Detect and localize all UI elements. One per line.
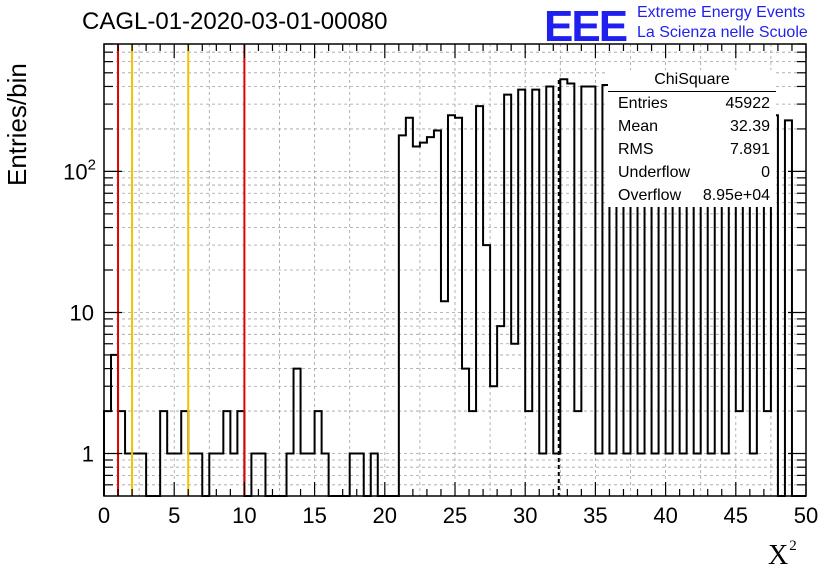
stats-key: Overflow [618,187,682,204]
chart-title: CAGL-01-2020-03-01-00080 [82,8,388,35]
x-tick-label: 50 [794,503,818,528]
threshold-lines [117,44,560,496]
axis-ticks: 0 5 10 15 20 25 30 35 40 45 50 1 10 102 [63,43,818,528]
stats-value: 32.39 [729,118,770,135]
y-tick-label: 102 [63,156,96,184]
y-axis-label: Entries/bin [2,63,32,186]
stats-key: RMS [618,141,654,158]
stats-value: 0 [761,164,770,181]
x-tick-label: 10 [232,503,256,528]
x-tick-label: 0 [98,503,110,528]
y-tick-label: 10 [70,300,94,325]
x-tick-label: 35 [583,503,607,528]
stats-key: Underflow [618,164,691,181]
stats-value: 45922 [725,95,771,112]
histogram-step [103,78,806,497]
stats-box: ChiSquare Entries 45922 Mean 32.39 RMS 7… [608,70,776,207]
histogram-bars [103,78,806,497]
logo-caption-line1: Extreme Energy Events [637,4,806,21]
x-axis-label: X2 [768,538,797,571]
x-tick-label: 40 [653,503,677,528]
stats-row-entries: Entries 45922 [608,92,776,115]
y-tick-label: 1 [82,442,94,467]
stats-value: 7.891 [729,141,770,158]
x-tick-label: 5 [168,503,180,528]
x-tick-label: 15 [302,503,326,528]
x-tick-label: 45 [724,503,748,528]
stats-value: 8.95e+04 [702,187,770,204]
x-tick-label: 30 [513,503,537,528]
x-tick-label: 25 [443,503,467,528]
x-tick-label: 20 [373,503,397,528]
stats-row-mean: Mean 32.39 [608,115,776,138]
stats-row-underflow: Underflow 0 [608,161,776,184]
logo-caption-line2: La Scienza nelle Scuole [637,24,808,41]
stats-row-overflow: Overflow 8.95e+04 [608,184,776,207]
eee-logo: EEE [544,2,628,51]
stats-key: Entries [618,95,668,112]
stats-row-rms: RMS 7.891 [608,138,776,161]
stats-key: Mean [618,118,659,135]
stats-title: ChiSquare [608,70,776,92]
